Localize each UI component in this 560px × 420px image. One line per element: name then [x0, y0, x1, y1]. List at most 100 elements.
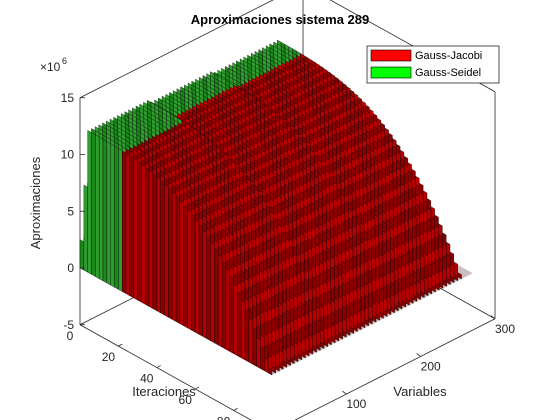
bar-face [210, 241, 215, 344]
bar-face [152, 173, 157, 312]
bar-face [99, 136, 104, 282]
bar-face [91, 132, 96, 277]
z-tick-label: 5 [67, 204, 74, 218]
bar-face [353, 324, 358, 332]
bar-face [164, 183, 169, 318]
bar-face [323, 339, 328, 348]
bar-face [260, 346, 265, 372]
bar-face [279, 362, 284, 370]
bar-face [372, 315, 377, 323]
bar-face [233, 283, 238, 357]
bar-face [168, 187, 173, 320]
bar-face [416, 292, 421, 300]
bar-face [248, 317, 253, 365]
bar-face [398, 302, 403, 310]
bar-face [256, 336, 261, 369]
bar-face [179, 200, 184, 327]
bar-face [294, 354, 299, 363]
bar-face [442, 279, 447, 287]
bar-face [453, 274, 459, 282]
bar-face [424, 289, 429, 297]
bar-face [320, 341, 325, 349]
x-tick-label: 0 [67, 329, 74, 343]
bar-face [375, 313, 380, 321]
bar-face [394, 304, 399, 312]
bar-face [290, 356, 295, 364]
bar-face [305, 349, 310, 357]
bar-face [409, 296, 414, 304]
bar-face [331, 336, 336, 344]
bar-face [342, 330, 347, 338]
bar-face [427, 287, 432, 295]
bar-face [114, 145, 119, 290]
bar-face [286, 358, 291, 366]
z-exponent: ×10 6 [40, 56, 67, 74]
bar-face [95, 134, 100, 279]
bar-face [118, 148, 123, 292]
bar-face [420, 291, 425, 299]
bar-face [316, 343, 321, 351]
bar-face [334, 334, 340, 342]
bar-face [133, 158, 138, 301]
bar-face [438, 281, 444, 289]
bar-face [183, 204, 188, 329]
bar-face [145, 167, 150, 307]
y-tick-mark [342, 390, 347, 395]
z-tick-label: 0 [67, 261, 74, 275]
bar-face [214, 248, 219, 346]
legend: Gauss-Jacobi Gauss-Seidel [366, 45, 500, 84]
bar-face [83, 184, 88, 273]
z-exponent-base: ×10 [40, 60, 61, 74]
bar-face [390, 306, 395, 314]
bar-face [206, 235, 211, 342]
bar-face [125, 153, 131, 297]
bar-face [271, 366, 276, 374]
bar-face [368, 317, 373, 325]
legend-entry-gauss-seidel: Gauss-Seidel [415, 67, 481, 79]
bar-face [195, 219, 200, 335]
y-tick-label: 100 [346, 397, 366, 411]
bar-face [221, 261, 227, 350]
bar-face [160, 180, 165, 316]
x-axis-label: Iteraciones [132, 384, 196, 399]
bar-face [446, 277, 451, 285]
bar-face [327, 337, 332, 346]
bar-face [383, 309, 388, 317]
bar-face [198, 224, 204, 337]
bar-face [264, 357, 269, 374]
bar-face [312, 345, 317, 353]
bar-face [457, 272, 462, 280]
x-tick-mark [195, 386, 200, 390]
x-tick-label: 80 [217, 414, 231, 420]
bar-face [191, 214, 196, 333]
z-exponent-power: 6 [62, 56, 67, 66]
chart-title: Aproximaciones sistema 289 [191, 12, 369, 27]
x-tick-mark [118, 343, 123, 347]
axes-lines [79, 318, 496, 420]
x-tick-label: 40 [140, 372, 154, 386]
bar-face [175, 195, 181, 324]
z-tick-label: 15 [61, 91, 75, 105]
x-tick-label: 20 [102, 350, 116, 364]
bar-face [267, 368, 273, 376]
bar-face [171, 191, 177, 322]
x-tick-mark [233, 407, 238, 411]
bar-face [237, 291, 242, 359]
bar-face [282, 360, 288, 368]
bar-face [141, 164, 146, 305]
bar-face [202, 230, 207, 339]
bar-face [241, 300, 246, 361]
y-tick-mark [416, 353, 421, 357]
bar-face [156, 176, 161, 314]
bar-face [122, 150, 127, 294]
z-tick-label: -5 [63, 318, 74, 332]
bar-face [129, 155, 134, 299]
legend-entry-gauss-jacobi: Gauss-Jacobi [415, 50, 482, 62]
bar-face [405, 298, 410, 306]
bar-face [110, 143, 115, 288]
bar-face [229, 276, 234, 354]
bar-face [275, 364, 280, 372]
bar-face [244, 308, 250, 363]
